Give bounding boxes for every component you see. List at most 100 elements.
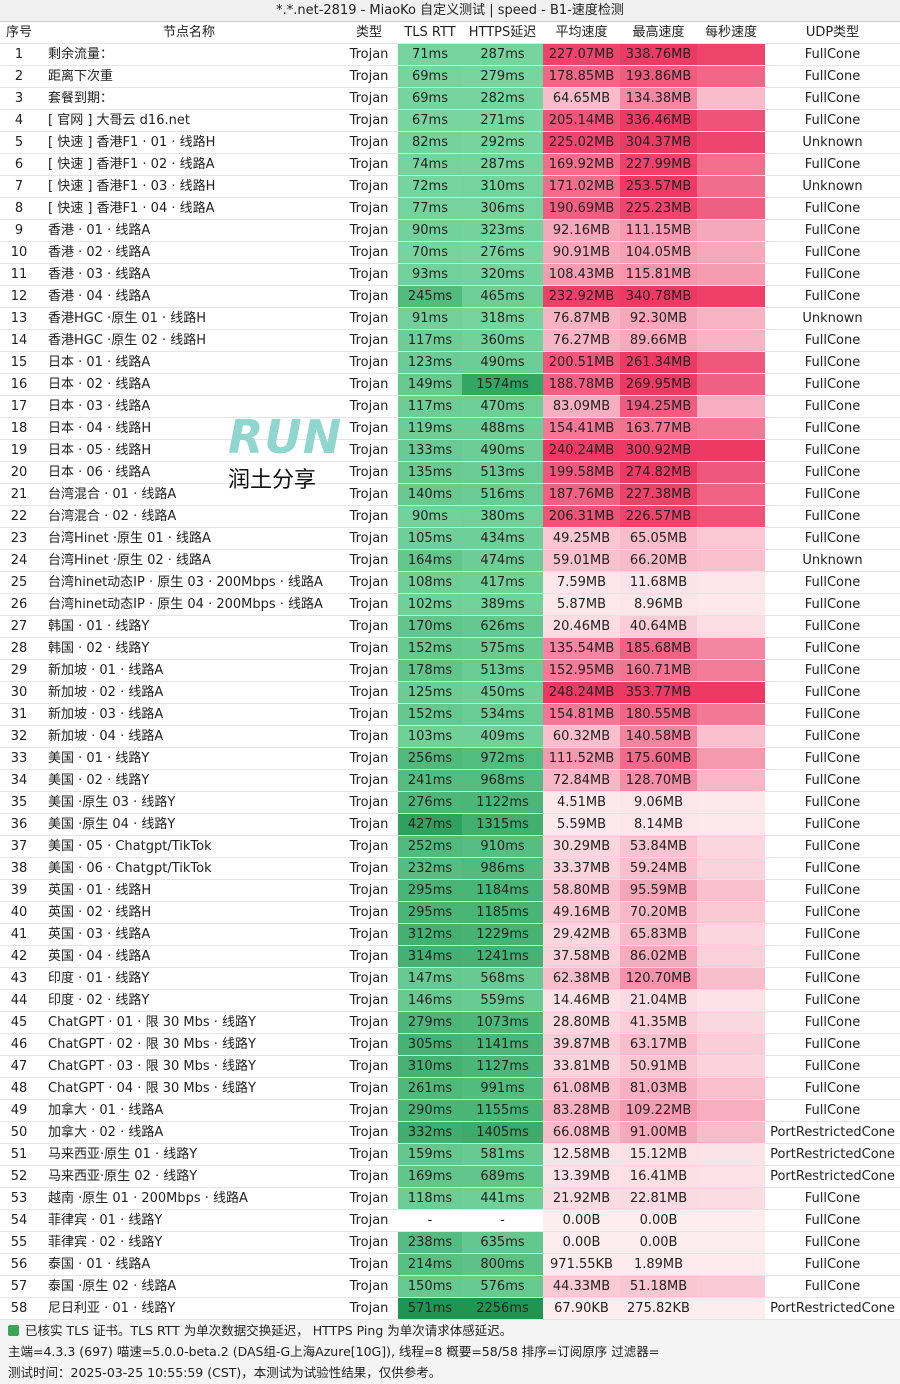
tls-rtt: 150ms <box>398 1276 462 1298</box>
https-delay: 1405ms <box>462 1122 543 1144</box>
tls-rtt: 571ms <box>398 1298 462 1320</box>
max-speed: 274.82MB <box>620 462 697 484</box>
https-delay: 320ms <box>462 264 543 286</box>
tls-rtt: 170ms <box>398 616 462 638</box>
udp-type: FullCone <box>765 462 900 484</box>
max-speed: 40.64MB <box>620 616 697 638</box>
type: Trojan <box>340 1166 398 1188</box>
udp-type: PortRestrictedCone <box>765 1298 900 1320</box>
udp-type: FullCone <box>765 1056 900 1078</box>
type: Trojan <box>340 968 398 990</box>
avg-speed: 49.16MB <box>543 902 620 924</box>
udp-type: FullCone <box>765 660 900 682</box>
https-delay: 292ms <box>462 132 543 154</box>
https-delay: 360ms <box>462 330 543 352</box>
tls-rtt: 256ms <box>398 748 462 770</box>
tls-rtt: 252ms <box>398 836 462 858</box>
https-delay: 986ms <box>462 858 543 880</box>
speed-sparkline <box>697 1254 765 1276</box>
index: 24 <box>0 550 38 572</box>
node-name: 印度 · 01 · 线路Y <box>38 968 340 990</box>
udp-type: FullCone <box>765 1034 900 1056</box>
max-speed: 128.70MB <box>620 770 697 792</box>
max-speed: 21.04MB <box>620 990 697 1012</box>
node-name: 距离下次重 <box>38 66 340 88</box>
type: Trojan <box>340 1188 398 1210</box>
index: 23 <box>0 528 38 550</box>
udp-type: FullCone <box>765 1210 900 1232</box>
node-name: 香港 · 01 · 线路A <box>38 220 340 242</box>
https-delay: 1184ms <box>462 880 543 902</box>
https-delay: 972ms <box>462 748 543 770</box>
avg-speed: 154.41MB <box>543 418 620 440</box>
type: Trojan <box>340 1056 398 1078</box>
https-delay: 1229ms <box>462 924 543 946</box>
index: 25 <box>0 572 38 594</box>
speed-sparkline <box>697 1056 765 1078</box>
https-delay: 441ms <box>462 1188 543 1210</box>
node-name: 台湾混合 · 02 · 线路A <box>38 506 340 528</box>
index: 44 <box>0 990 38 1012</box>
avg-speed: 199.58MB <box>543 462 620 484</box>
avg-speed: 200.51MB <box>543 352 620 374</box>
max-speed: 22.81MB <box>620 1188 697 1210</box>
index: 33 <box>0 748 38 770</box>
tls-rtt: 276ms <box>398 792 462 814</box>
avg-speed: 61.08MB <box>543 1078 620 1100</box>
index: 26 <box>0 594 38 616</box>
avg-speed: 39.87MB <box>543 1034 620 1056</box>
https-delay: 576ms <box>462 1276 543 1298</box>
type: Trojan <box>340 44 398 66</box>
udp-type: FullCone <box>765 946 900 968</box>
max-speed: 160.71MB <box>620 660 697 682</box>
footer-info: 主端=4.3.3 (697) 喵速=5.0.0-beta.2 (DAS组-G上海… <box>0 1341 900 1362</box>
index: 29 <box>0 660 38 682</box>
index: 1 <box>0 44 38 66</box>
https-delay: 568ms <box>462 968 543 990</box>
type: Trojan <box>340 1276 398 1298</box>
avg-speed: 232.92MB <box>543 286 620 308</box>
max-speed: 86.02MB <box>620 946 697 968</box>
max-speed: 8.96MB <box>620 594 697 616</box>
index: 57 <box>0 1276 38 1298</box>
type: Trojan <box>340 440 398 462</box>
tls-rtt: 245ms <box>398 286 462 308</box>
node-name: 菲律宾 · 02 · 线路Y <box>38 1232 340 1254</box>
index: 38 <box>0 858 38 880</box>
tls-rtt: 117ms <box>398 396 462 418</box>
speed-sparkline <box>697 396 765 418</box>
https-delay: 516ms <box>462 484 543 506</box>
tls-rtt: 82ms <box>398 132 462 154</box>
index: 53 <box>0 1188 38 1210</box>
node-name: 泰国 · 01 · 线路A <box>38 1254 340 1276</box>
type: Trojan <box>340 1254 398 1276</box>
udp-type: FullCone <box>765 616 900 638</box>
https-delay: 689ms <box>462 1166 543 1188</box>
avg-speed: 5.87MB <box>543 594 620 616</box>
avg-speed: 37.58MB <box>543 946 620 968</box>
speed-sparkline <box>697 1188 765 1210</box>
max-speed: 269.95MB <box>620 374 697 396</box>
node-name: [ 快速 ] 香港F1 · 03 · 线路H <box>38 176 340 198</box>
max-speed: 104.05MB <box>620 242 697 264</box>
node-name: 加拿大 · 02 · 线路A <box>38 1122 340 1144</box>
udp-type: FullCone <box>765 1188 900 1210</box>
speed-sparkline <box>697 792 765 814</box>
udp-type: FullCone <box>765 1012 900 1034</box>
max-speed: 175.60MB <box>620 748 697 770</box>
type: Trojan <box>340 374 398 396</box>
max-speed: 120.70MB <box>620 968 697 990</box>
index: 2 <box>0 66 38 88</box>
udp-type: FullCone <box>765 110 900 132</box>
avg-speed: 83.09MB <box>543 396 620 418</box>
type: Trojan <box>340 352 398 374</box>
avg-speed: 20.46MB <box>543 616 620 638</box>
https-delay: 490ms <box>462 352 543 374</box>
index: 35 <box>0 792 38 814</box>
https-delay: 968ms <box>462 770 543 792</box>
header-cell: 平均速度 <box>543 22 620 44</box>
speed-sparkline <box>697 1078 765 1100</box>
node-name: 越南 ·原生 01 · 200Mbps · 线路A <box>38 1188 340 1210</box>
max-speed: 95.59MB <box>620 880 697 902</box>
max-speed: 63.17MB <box>620 1034 697 1056</box>
